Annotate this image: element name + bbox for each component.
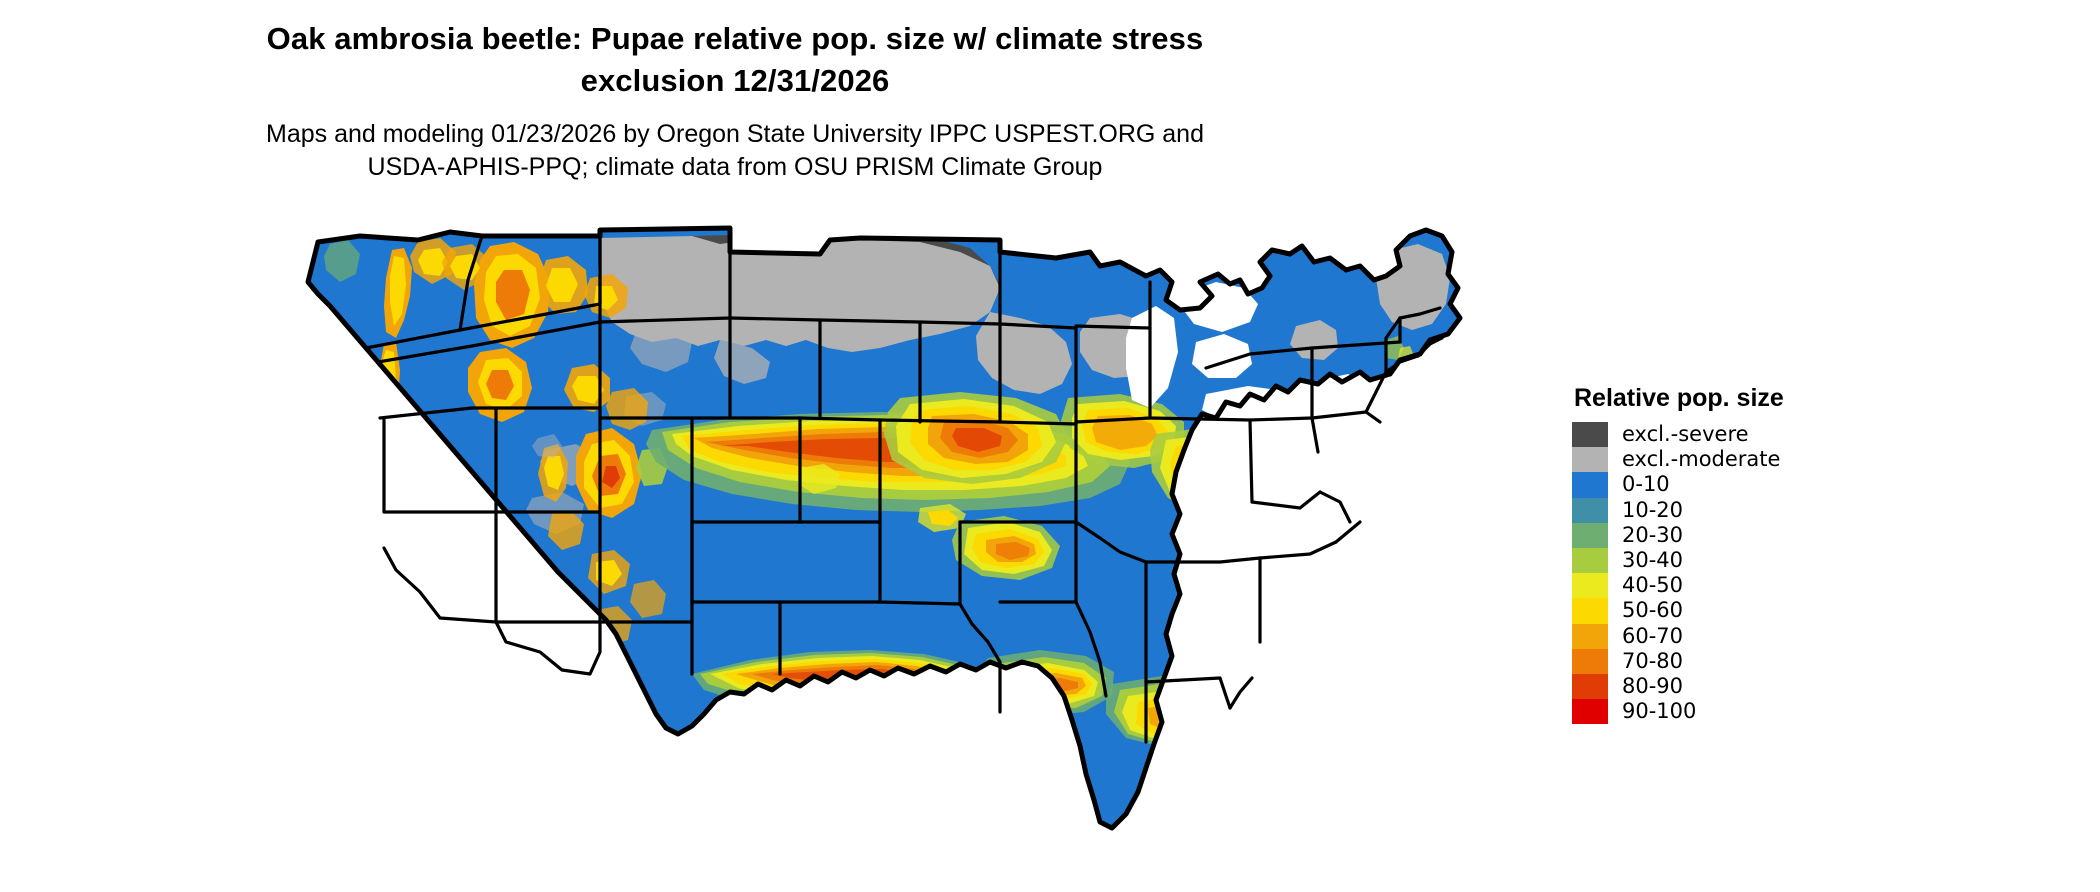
legend-color-swatch (1572, 472, 1608, 498)
pacific-northwest-detail (324, 238, 488, 290)
legend-color-swatch (1572, 598, 1608, 624)
figure-subtitle-line1: Maps and modeling 01/23/2026 by Oregon S… (266, 120, 1204, 148)
legend-item: 10-20 (1572, 497, 1902, 523)
legend-color-swatch (1572, 447, 1608, 473)
legend-item-label: excl.-severe (1622, 422, 1749, 446)
legend-item-label: 40-50 (1622, 573, 1684, 598)
legend-item-label: 20-30 (1622, 522, 1684, 547)
legend-color-swatch (1572, 522, 1608, 548)
legend-item: 30-40 (1572, 547, 1902, 574)
legend-item-label: 70-80 (1622, 648, 1684, 673)
legend-items: excl.-severe excl.-moderate 0-10 10-20 20-30… (1572, 422, 1902, 725)
legend-color-swatch (1572, 547, 1608, 574)
legend-title: Relative pop. size (1574, 384, 1784, 412)
legend-item: excl.-severe (1572, 422, 1902, 448)
legend-color-swatch (1572, 699, 1608, 725)
legend-item: 60-70 (1572, 623, 1902, 649)
legend-item: 0-10 (1572, 472, 1902, 498)
legend-item-label: 90-100 (1622, 699, 1697, 724)
legend-item: 80-90 (1572, 673, 1902, 700)
figure-title-line2: exclusion 12/31/2026 (580, 63, 890, 98)
legend-color-swatch (1572, 673, 1608, 700)
legend-item: 20-30 (1572, 522, 1902, 548)
legend-color-swatch (1572, 573, 1608, 599)
legend-item-label: 50-60 (1622, 598, 1684, 623)
legend-color-swatch (1572, 422, 1608, 448)
legend-item: 40-50 (1572, 573, 1902, 599)
legend-item-label: 10-20 (1622, 497, 1684, 522)
state-boundaries (364, 226, 1444, 744)
figure-title: Oak ambrosia beetle: Pupae relative pop.… (0, 18, 1470, 102)
legend-item-label: 80-90 (1622, 673, 1684, 698)
map-legend: Relative pop. size excl.-severe excl.-mod… (1572, 384, 1902, 725)
legend-item: 90-100 (1572, 699, 1902, 725)
legend-color-swatch (1572, 497, 1608, 523)
legend-item: excl.-moderate (1572, 447, 1902, 473)
map-canvas (305, 225, 1463, 831)
figure-title-line1: Oak ambrosia beetle: Pupae relative pop.… (266, 21, 1204, 56)
national-outline (305, 225, 1463, 831)
legend-color-swatch (1572, 648, 1608, 674)
legend-color-swatch (1572, 623, 1608, 649)
legend-item-label: 0-10 (1622, 472, 1670, 497)
figure-subtitle: Maps and modeling 01/23/2026 by Oregon S… (0, 118, 1470, 184)
legend-item-label: 30-40 (1622, 547, 1684, 572)
legend-item: 70-80 (1572, 648, 1902, 674)
legend-item-label: 60-70 (1622, 623, 1684, 648)
us-choropleth-map (300, 222, 1550, 862)
figure-subtitle-line2: USDA-APHIS-PPQ; climate data from OSU PR… (367, 153, 1103, 181)
legend-item-label: excl.-moderate (1622, 447, 1781, 472)
legend-item: 50-60 (1572, 598, 1902, 624)
